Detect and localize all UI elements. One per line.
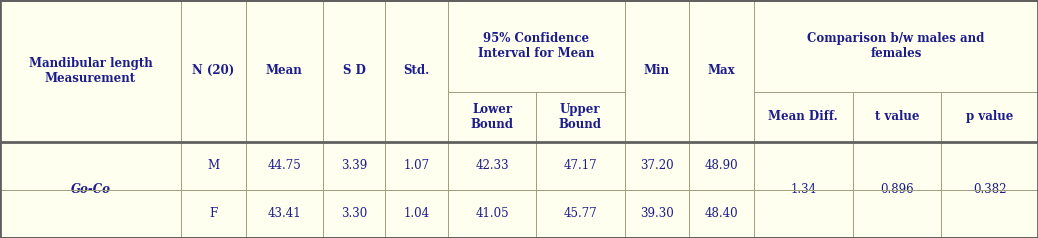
Text: S D: S D — [343, 64, 365, 77]
Text: 44.75: 44.75 — [268, 159, 301, 172]
Text: M: M — [208, 159, 219, 172]
Bar — [625, 142, 689, 190]
Bar — [323, 0, 385, 142]
Text: 45.77: 45.77 — [564, 207, 597, 220]
Bar — [246, 0, 323, 142]
Bar — [246, 190, 323, 238]
Text: Upper
Bound: Upper Bound — [558, 103, 602, 131]
Text: 3.39: 3.39 — [342, 159, 367, 172]
Bar — [754, 142, 853, 238]
Text: 3.30: 3.30 — [342, 207, 367, 220]
Text: 95% Confidence
Interval for Mean: 95% Confidence Interval for Mean — [479, 32, 595, 60]
Bar — [941, 142, 1038, 238]
Bar — [448, 92, 537, 142]
Text: 47.17: 47.17 — [564, 159, 597, 172]
Text: F: F — [209, 207, 217, 220]
Text: t value: t value — [875, 110, 920, 123]
Text: Go-Co: Go-Co — [71, 183, 110, 196]
Bar — [323, 190, 385, 238]
Bar — [689, 0, 754, 142]
Bar — [0, 142, 181, 238]
Bar — [625, 190, 689, 238]
Bar — [181, 190, 246, 238]
Bar — [323, 142, 385, 190]
Bar — [448, 190, 537, 238]
Text: Mandibular length
Measurement: Mandibular length Measurement — [29, 57, 153, 85]
Text: 39.30: 39.30 — [640, 207, 674, 220]
Text: 1.34: 1.34 — [790, 183, 816, 196]
Bar — [754, 92, 853, 142]
Text: 48.90: 48.90 — [705, 159, 738, 172]
Bar — [385, 190, 448, 238]
Text: 41.05: 41.05 — [475, 207, 509, 220]
Text: Lower
Bound: Lower Bound — [470, 103, 514, 131]
Bar — [181, 142, 246, 190]
Bar — [385, 0, 448, 142]
Text: 43.41: 43.41 — [268, 207, 301, 220]
Bar — [754, 0, 1038, 92]
Text: 42.33: 42.33 — [475, 159, 509, 172]
Bar — [385, 142, 448, 190]
Bar — [853, 92, 941, 142]
Text: N (20): N (20) — [192, 64, 235, 77]
Text: p value: p value — [965, 110, 1013, 123]
Bar — [689, 142, 754, 190]
Bar — [181, 0, 246, 142]
Text: Mean Diff.: Mean Diff. — [768, 110, 838, 123]
Bar — [689, 190, 754, 238]
Text: 0.382: 0.382 — [973, 183, 1006, 196]
Text: 1.07: 1.07 — [404, 159, 430, 172]
Text: 1.04: 1.04 — [404, 207, 430, 220]
Bar — [941, 92, 1038, 142]
Bar — [853, 142, 941, 238]
Bar — [246, 142, 323, 190]
Bar — [448, 142, 537, 190]
Text: Max: Max — [708, 64, 735, 77]
Text: 37.20: 37.20 — [640, 159, 674, 172]
Text: Mean: Mean — [266, 64, 303, 77]
Bar — [625, 0, 689, 142]
Bar — [0, 0, 181, 142]
Bar — [537, 92, 625, 142]
Text: Std.: Std. — [404, 64, 430, 77]
Bar — [537, 190, 625, 238]
Text: Comparison b/w males and
females: Comparison b/w males and females — [808, 32, 985, 60]
Text: 48.40: 48.40 — [705, 207, 738, 220]
Bar — [537, 142, 625, 190]
Text: 0.896: 0.896 — [880, 183, 913, 196]
Bar — [448, 0, 625, 92]
Text: Min: Min — [644, 64, 670, 77]
